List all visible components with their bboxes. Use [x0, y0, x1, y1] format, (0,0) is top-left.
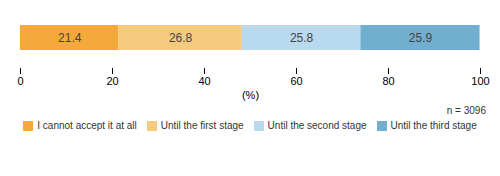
svg-text:21.4: 21.4 [58, 31, 82, 45]
html-text:I cannot accept it at all: I cannot accept it at all [37, 120, 137, 131]
svg-text:0: 0 [17, 75, 23, 87]
svg-text:26.8: 26.8 [169, 31, 193, 45]
svg-text:60: 60 [290, 75, 302, 87]
html-text:Until the third stage: Until the third stage [390, 120, 477, 131]
html-text:Until the first stage: Until the first stage [160, 120, 244, 131]
html-text:Until the second stage: Until the second stage [267, 120, 367, 131]
svg-text:80: 80 [382, 75, 394, 87]
svg-text:25.8: 25.8 [290, 31, 314, 45]
svg-text:40: 40 [198, 75, 210, 87]
svg-text:(%): (%) [242, 89, 259, 101]
svg-text:20: 20 [106, 75, 118, 87]
html-text:n = 3096: n = 3096 [446, 105, 486, 116]
svg-text:100: 100 [471, 75, 489, 87]
svg-text:25.9: 25.9 [409, 31, 433, 45]
